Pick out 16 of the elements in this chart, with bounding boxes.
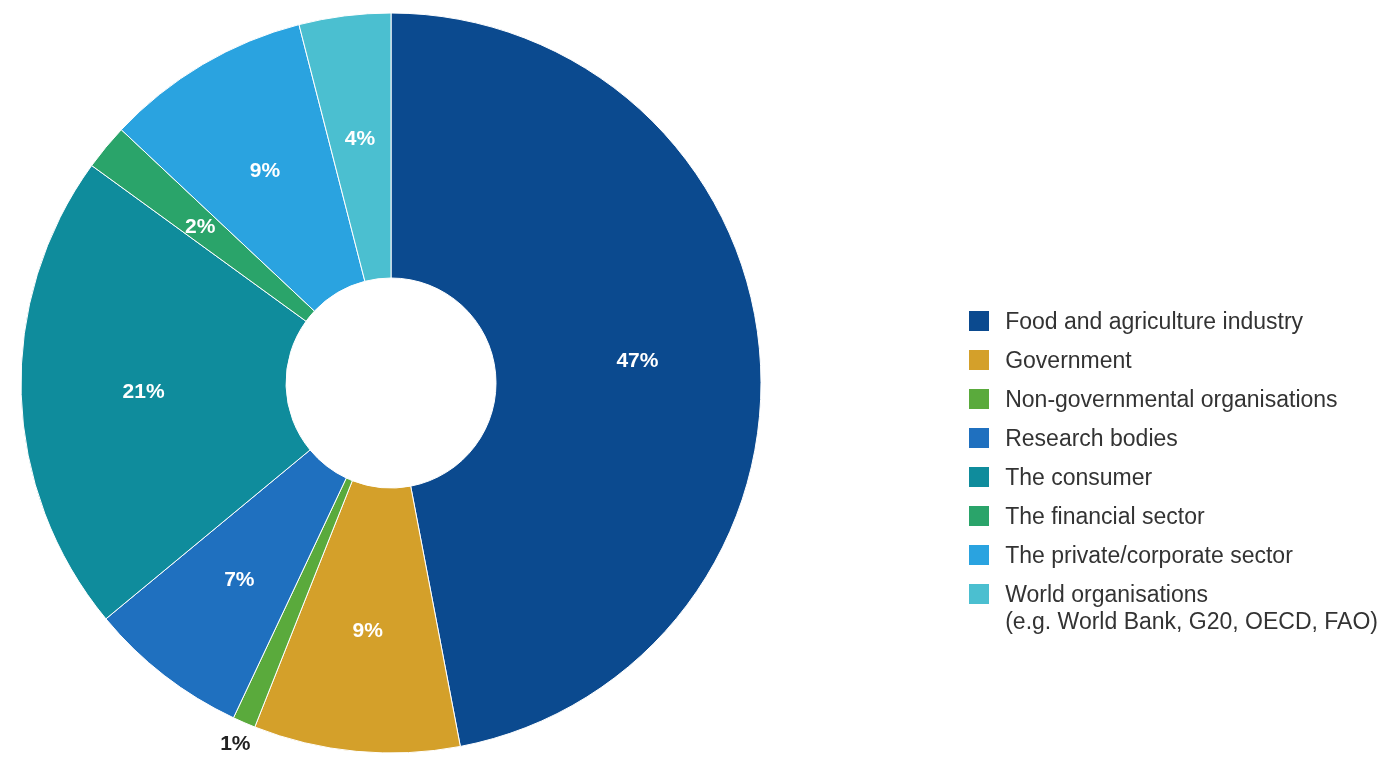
data-label: 47% bbox=[616, 348, 659, 372]
legend-label: World organisations (e.g. World Bank, G20, OECD, FAO) bbox=[1005, 581, 1378, 635]
legend-label: The consumer bbox=[1005, 464, 1153, 491]
data-label: 4% bbox=[344, 125, 376, 149]
data-label: 1% bbox=[220, 731, 251, 755]
data-label: 9% bbox=[352, 617, 384, 641]
legend-label: Non-governmental organisations bbox=[1005, 386, 1338, 413]
data-label: 7% bbox=[224, 567, 255, 591]
data-label: 9% bbox=[249, 158, 281, 182]
legend-label: Food and agriculture industry bbox=[1005, 308, 1304, 335]
legend-label: The private/corporate sector bbox=[1005, 542, 1293, 569]
data-label: 2% bbox=[185, 213, 216, 237]
data-label: 21% bbox=[122, 379, 165, 403]
legend-label: The financial sector bbox=[1005, 503, 1205, 530]
legend-label: Research bodies bbox=[1005, 425, 1178, 452]
legend-label: Government bbox=[1005, 347, 1132, 374]
